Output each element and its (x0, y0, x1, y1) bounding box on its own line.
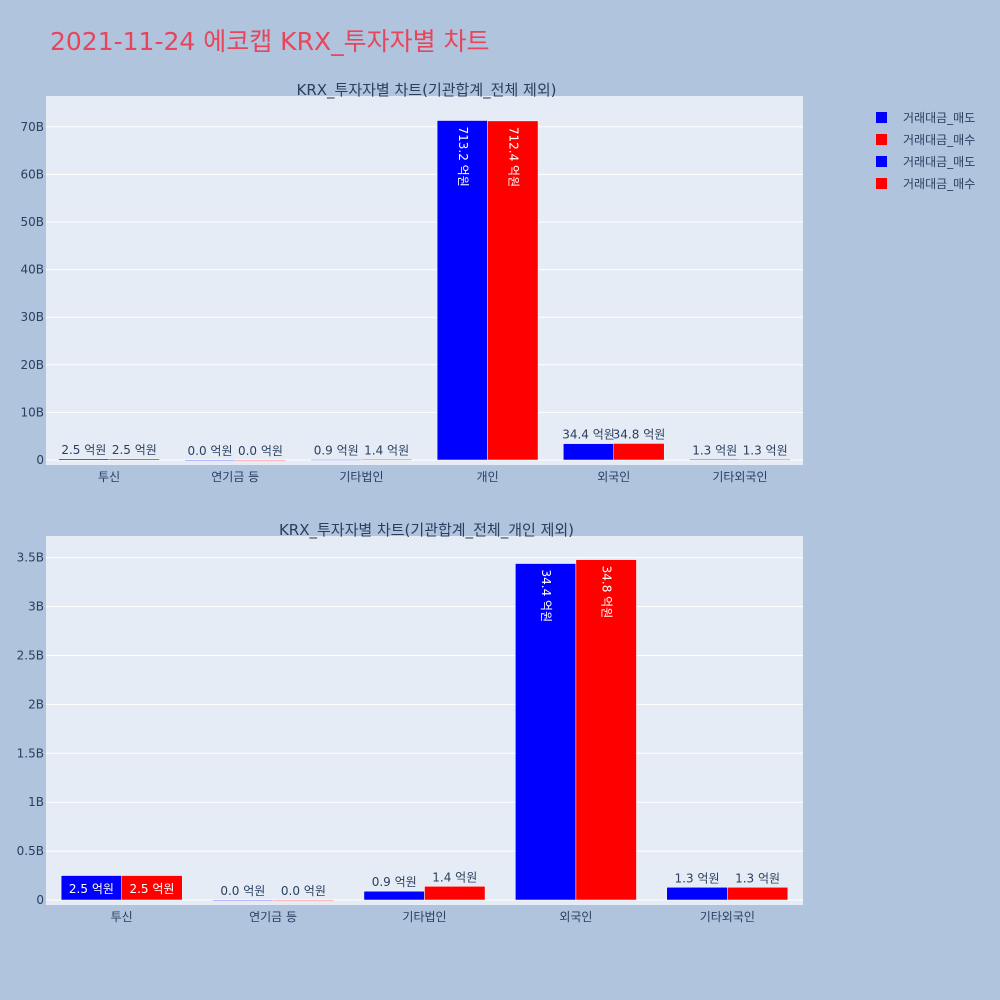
data-label: 0.0 억원 (281, 884, 326, 898)
data-label: 713.2 억원 (456, 127, 470, 187)
chart-title: KRX_투자자별 차트(기관합계_전체 제외) (297, 81, 557, 100)
legend-label: 거래대금_매수 (903, 132, 976, 147)
bar (184, 459, 236, 462)
y-tick-label: 2B (28, 697, 44, 711)
bar (272, 899, 334, 902)
y-tick-label: 0 (36, 893, 44, 907)
bar (613, 443, 665, 461)
y-tick-label: 3B (28, 600, 44, 614)
x-tick-label: 기타법인 (402, 910, 446, 924)
chart-title: KRX_투자자별 차트(기관합계_전체_개인 제외) (279, 521, 574, 540)
data-label: 1.4 억원 (364, 443, 409, 457)
bar (563, 443, 614, 461)
data-label: 0.9 억원 (372, 875, 417, 889)
legend-swatch (876, 155, 887, 167)
bar (121, 875, 183, 901)
x-tick-label: 기타외국인 (700, 910, 755, 924)
data-label: 1.3 억원 (675, 871, 720, 885)
y-tick-label: 10B (20, 405, 44, 419)
bar (363, 890, 425, 901)
data-label: 0.9 억원 (314, 444, 359, 458)
bar (235, 459, 286, 462)
data-label: 1.3 억원 (692, 443, 737, 457)
bar (60, 875, 122, 901)
data-label: 0.0 억원 (220, 884, 265, 898)
y-tick-label: 2.5B (17, 648, 44, 662)
y-tick-label: 30B (20, 310, 44, 324)
plot-area (46, 536, 803, 905)
y-tick-label: 1B (28, 795, 44, 809)
bar (58, 458, 110, 461)
y-tick-label: 40B (20, 263, 44, 277)
x-tick-label: 투신 (111, 910, 133, 924)
legend-label: 거래대금_매도 (903, 154, 976, 169)
legend-swatch (876, 177, 887, 189)
legend-item[interactable]: 거래대금_매수 (876, 172, 975, 194)
x-tick-label: 외국인 (559, 910, 592, 924)
bar (689, 459, 741, 461)
x-tick-label: 연기금 등 (211, 470, 259, 484)
legend-swatch (876, 111, 887, 123)
legend-label: 거래대금_매도 (903, 110, 976, 125)
x-tick-label: 투신 (98, 470, 120, 484)
bar (575, 559, 637, 901)
data-label: 1.3 억원 (735, 871, 780, 885)
bar (436, 120, 488, 461)
bar (310, 459, 362, 461)
data-label: 2.5 억원 (112, 443, 157, 457)
chart-2: 0 0.5B 1B 1.5B 2B 2.5B 3B 3.5B KRX_투자자별 차트(기관합계_… (17, 521, 803, 924)
bar (212, 899, 274, 902)
data-label: 2.5 억원 (69, 882, 114, 896)
x-tick-label: 연기금 등 (249, 910, 297, 924)
data-label: 34.4 억원 (562, 428, 615, 442)
bar (666, 887, 728, 901)
y-tick-label: 20B (20, 358, 44, 372)
data-label: 34.8 억원 (613, 427, 666, 441)
legend-item[interactable]: 거래대금_매도 (876, 150, 975, 172)
legend-item[interactable]: 거래대금_매도 (876, 106, 975, 128)
data-label: 2.5 억원 (61, 443, 106, 457)
bar (727, 887, 789, 901)
x-tick-label: 기타외국인 (712, 470, 767, 484)
y-tick-label: 0.5B (17, 844, 44, 858)
data-label: 712.4 억원 (506, 127, 520, 187)
legend[interactable]: 거래대금_매도 거래대금_매수 거래대금_매도 거래대금_매수 (876, 106, 975, 194)
page-title: 2021-11-24 에코캡 KRX_투자자별 차트 (50, 27, 490, 56)
x-tick-label: 개인 (477, 470, 499, 484)
data-label: 34.4 억원 (539, 570, 553, 623)
data-label: 1.3 억원 (743, 443, 788, 457)
x-tick-label: 외국인 (597, 470, 630, 484)
y-tick-label: 60B (20, 167, 44, 181)
bar (515, 563, 577, 901)
data-label: 0.0 억원 (188, 444, 233, 458)
bar (361, 459, 413, 461)
data-label: 0.0 억원 (238, 444, 283, 458)
y-tick-label: 1.5B (17, 746, 44, 760)
legend-swatch (876, 133, 887, 145)
y-tick-label: 50B (20, 215, 44, 229)
data-label: 2.5 억원 (129, 882, 174, 896)
y-tick-label: 3.5B (17, 551, 44, 565)
legend-item[interactable]: 거래대금_매수 (876, 128, 975, 150)
bar (424, 886, 486, 901)
bar (739, 459, 791, 461)
y-tick-label: 0 (36, 453, 44, 467)
data-label: 34.8 억원 (600, 566, 614, 619)
x-tick-label: 기타법인 (339, 470, 383, 484)
y-tick-label: 70B (20, 120, 44, 134)
plot-area (46, 96, 803, 465)
chart-1: 0 10B 20B 30B 40B 50B 60B 70B KRX_투자자별 차트(기관합계_전… (20, 81, 803, 484)
bar (108, 458, 160, 461)
legend-label: 거래대금_매수 (903, 176, 976, 191)
bar (487, 120, 539, 461)
data-label: 1.4 억원 (432, 870, 477, 884)
